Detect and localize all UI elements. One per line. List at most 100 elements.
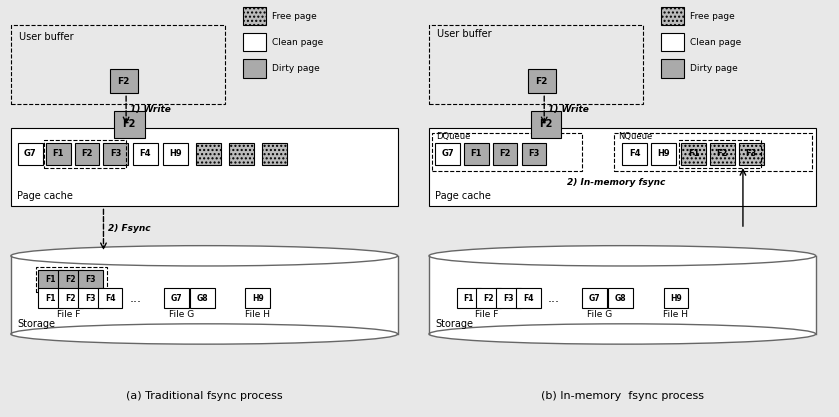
FancyBboxPatch shape — [681, 143, 706, 165]
Text: F2: F2 — [81, 149, 93, 158]
Text: F3: F3 — [85, 294, 96, 303]
Text: File F: File F — [57, 310, 81, 319]
FancyBboxPatch shape — [97, 288, 122, 308]
FancyBboxPatch shape — [190, 288, 215, 308]
Text: Page cache: Page cache — [435, 191, 491, 201]
FancyBboxPatch shape — [39, 270, 63, 289]
Text: G8: G8 — [196, 294, 208, 303]
Text: F1: F1 — [45, 275, 56, 284]
Text: F1: F1 — [464, 294, 474, 303]
Text: ...: ... — [548, 292, 560, 305]
FancyBboxPatch shape — [739, 143, 763, 165]
FancyBboxPatch shape — [608, 288, 633, 308]
Text: H9: H9 — [169, 149, 182, 158]
FancyBboxPatch shape — [243, 7, 266, 25]
Text: F1: F1 — [53, 149, 64, 158]
FancyBboxPatch shape — [78, 288, 102, 308]
FancyBboxPatch shape — [46, 143, 70, 165]
Text: User buffer: User buffer — [437, 28, 492, 38]
Text: 2) Fsync: 2) Fsync — [107, 224, 150, 233]
Text: F2: F2 — [717, 149, 728, 158]
Text: F2: F2 — [117, 77, 130, 86]
Text: 1) Write: 1) Write — [549, 105, 589, 114]
Text: Dirty page: Dirty page — [272, 64, 320, 73]
FancyBboxPatch shape — [196, 143, 221, 165]
FancyBboxPatch shape — [623, 143, 647, 165]
FancyBboxPatch shape — [429, 128, 816, 206]
Text: 2) In-memory fsync: 2) In-memory fsync — [567, 178, 665, 187]
Text: F2: F2 — [539, 119, 553, 129]
FancyBboxPatch shape — [114, 111, 144, 138]
Text: NQueue: NQueue — [618, 132, 653, 141]
Text: H9: H9 — [657, 149, 670, 158]
FancyBboxPatch shape — [58, 288, 83, 308]
FancyBboxPatch shape — [522, 143, 546, 165]
Ellipse shape — [429, 246, 816, 266]
FancyBboxPatch shape — [58, 270, 83, 289]
Text: Free page: Free page — [690, 12, 735, 21]
Text: F2: F2 — [122, 119, 136, 129]
Text: F3: F3 — [746, 149, 757, 158]
FancyBboxPatch shape — [582, 288, 607, 308]
FancyBboxPatch shape — [528, 70, 555, 93]
FancyBboxPatch shape — [164, 288, 189, 308]
FancyBboxPatch shape — [18, 143, 43, 165]
Text: File H: File H — [245, 310, 270, 319]
Ellipse shape — [11, 324, 398, 344]
FancyBboxPatch shape — [78, 270, 102, 289]
FancyBboxPatch shape — [110, 70, 138, 93]
Text: F2: F2 — [535, 77, 548, 86]
Text: File G: File G — [586, 310, 612, 319]
Text: Free page: Free page — [272, 12, 317, 21]
Text: G8: G8 — [614, 294, 626, 303]
Text: G7: G7 — [589, 294, 601, 303]
Text: F1: F1 — [45, 294, 56, 303]
Ellipse shape — [11, 246, 398, 266]
FancyBboxPatch shape — [103, 143, 128, 165]
Text: User buffer: User buffer — [19, 32, 74, 42]
Text: F4: F4 — [139, 149, 151, 158]
Text: F4: F4 — [105, 294, 115, 303]
Text: F2: F2 — [483, 294, 494, 303]
FancyBboxPatch shape — [246, 288, 270, 308]
FancyBboxPatch shape — [516, 288, 540, 308]
Text: F2: F2 — [65, 294, 76, 303]
FancyBboxPatch shape — [163, 143, 188, 165]
FancyBboxPatch shape — [243, 33, 266, 51]
FancyBboxPatch shape — [477, 288, 501, 308]
FancyBboxPatch shape — [710, 143, 735, 165]
Text: File H: File H — [664, 310, 688, 319]
FancyBboxPatch shape — [661, 59, 684, 78]
Text: Clean page: Clean page — [272, 38, 323, 47]
Text: F3: F3 — [110, 149, 122, 158]
FancyBboxPatch shape — [243, 59, 266, 78]
Text: G7: G7 — [441, 149, 454, 158]
Text: Page cache: Page cache — [17, 191, 73, 201]
FancyBboxPatch shape — [11, 256, 398, 334]
FancyBboxPatch shape — [661, 33, 684, 51]
Text: H9: H9 — [670, 294, 682, 303]
Text: F3: F3 — [529, 149, 539, 158]
Text: Dirty page: Dirty page — [690, 64, 738, 73]
FancyBboxPatch shape — [262, 143, 287, 165]
FancyBboxPatch shape — [229, 143, 253, 165]
Text: Storage: Storage — [435, 319, 473, 329]
Text: Clean page: Clean page — [690, 38, 742, 47]
Text: ...: ... — [129, 292, 142, 305]
Text: G7: G7 — [171, 294, 183, 303]
Text: F4: F4 — [523, 294, 534, 303]
Text: 1) Write: 1) Write — [130, 105, 171, 114]
Text: DQueue: DQueue — [436, 132, 471, 141]
Text: F2: F2 — [65, 275, 76, 284]
Text: G7: G7 — [24, 149, 37, 158]
Ellipse shape — [429, 324, 816, 344]
FancyBboxPatch shape — [651, 143, 676, 165]
Text: Storage: Storage — [17, 319, 55, 329]
Text: File G: File G — [169, 310, 194, 319]
FancyBboxPatch shape — [492, 143, 518, 165]
FancyBboxPatch shape — [661, 7, 684, 25]
FancyBboxPatch shape — [133, 143, 158, 165]
FancyBboxPatch shape — [496, 288, 521, 308]
Text: File F: File F — [476, 310, 498, 319]
Text: H9: H9 — [252, 294, 263, 303]
